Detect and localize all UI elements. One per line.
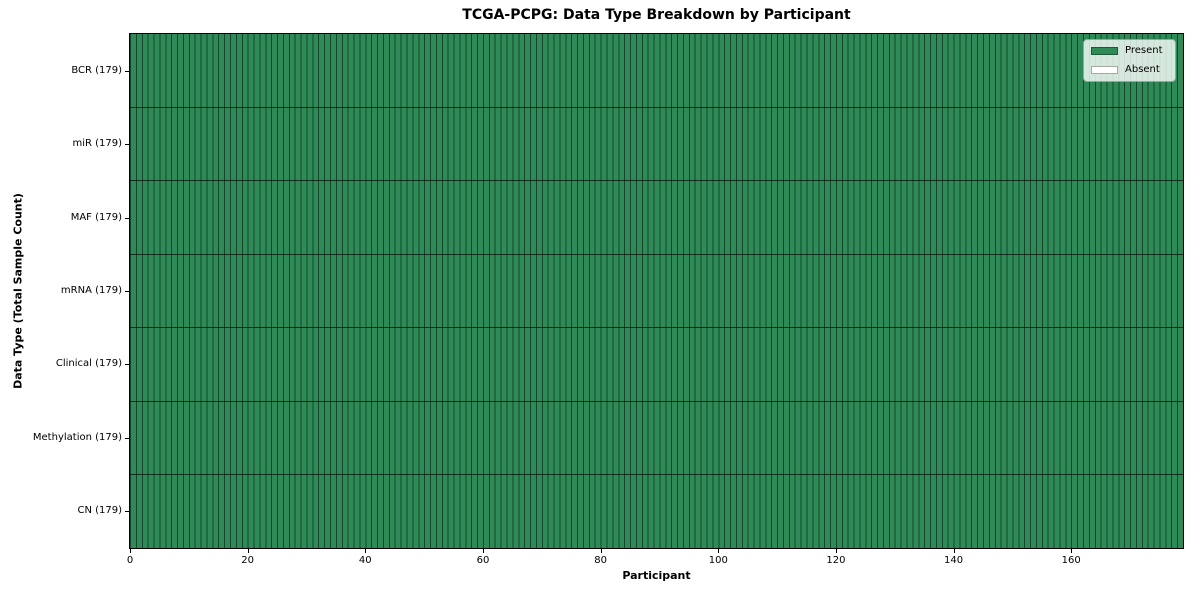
y-tick-label-maf: MAF (179) <box>70 211 122 223</box>
x-tick-mark <box>718 549 720 553</box>
legend-label-present: Present <box>1125 45 1163 56</box>
legend-swatch-absent <box>1091 66 1118 74</box>
x-tick-mark <box>600 549 602 553</box>
y-tick-label-mrna: mRNA (179) <box>60 285 122 296</box>
legend-label-absent: Absent <box>1125 64 1160 75</box>
x-tick-mark <box>482 549 484 553</box>
y-tick-mark <box>125 511 129 513</box>
legend-swatch-present <box>1091 47 1118 55</box>
y-tick-mark <box>125 437 129 439</box>
x-tick-mark <box>247 549 249 553</box>
x-tick-label-60: 60 <box>476 555 490 566</box>
x-tick-label-140: 140 <box>944 555 964 566</box>
x-tick-mark <box>365 549 367 553</box>
legend-item-absent: Absent <box>1091 64 1168 76</box>
heatmap-row-cn <box>130 475 1183 549</box>
chart-title: TCGA-PCPG: Data Type Breakdown by Partic… <box>462 7 851 23</box>
heatmap-row-bcr <box>130 34 1183 108</box>
x-axis-label: Participant <box>622 569 691 582</box>
x-tick-mark <box>130 549 131 553</box>
legend: Present Absent <box>1083 39 1176 82</box>
y-tick-label-clinical: Clinical (179) <box>55 358 122 370</box>
x-tick-mark <box>953 549 955 553</box>
y-tick-mark <box>125 364 129 366</box>
x-tick-label-0: 0 <box>126 555 134 566</box>
x-tick-mark <box>1071 549 1073 553</box>
y-tick-label-mir: miR (179) <box>72 138 122 150</box>
x-tick-mark <box>835 549 837 553</box>
heatmap-row-maf <box>130 181 1183 255</box>
x-tick-label-160: 160 <box>1061 555 1081 566</box>
y-tick-mark <box>125 217 129 219</box>
x-tick-label-40: 40 <box>358 555 372 566</box>
y-tick-label-cn: CN (179) <box>77 505 122 517</box>
x-tick-label-100: 100 <box>708 555 728 566</box>
heatmap-plot <box>129 33 1184 549</box>
x-tick-label-20: 20 <box>241 555 254 566</box>
heatmap-row-mrna <box>130 254 1183 329</box>
x-tick-label-120: 120 <box>826 555 846 566</box>
x-tick-label-80: 80 <box>594 555 607 566</box>
y-tick-mark <box>125 70 129 72</box>
heatmap-row-mir <box>130 107 1183 182</box>
y-tick-label-methylation: Methylation (179) <box>32 431 122 443</box>
y-tick-mark <box>125 144 129 146</box>
y-tick-mark <box>125 291 129 292</box>
heatmap-row-clinical <box>130 328 1183 402</box>
y-tick-label-bcr: BCR (179) <box>71 64 122 76</box>
heatmap-row-methylation <box>130 401 1183 476</box>
legend-item-present: Present <box>1091 45 1168 57</box>
